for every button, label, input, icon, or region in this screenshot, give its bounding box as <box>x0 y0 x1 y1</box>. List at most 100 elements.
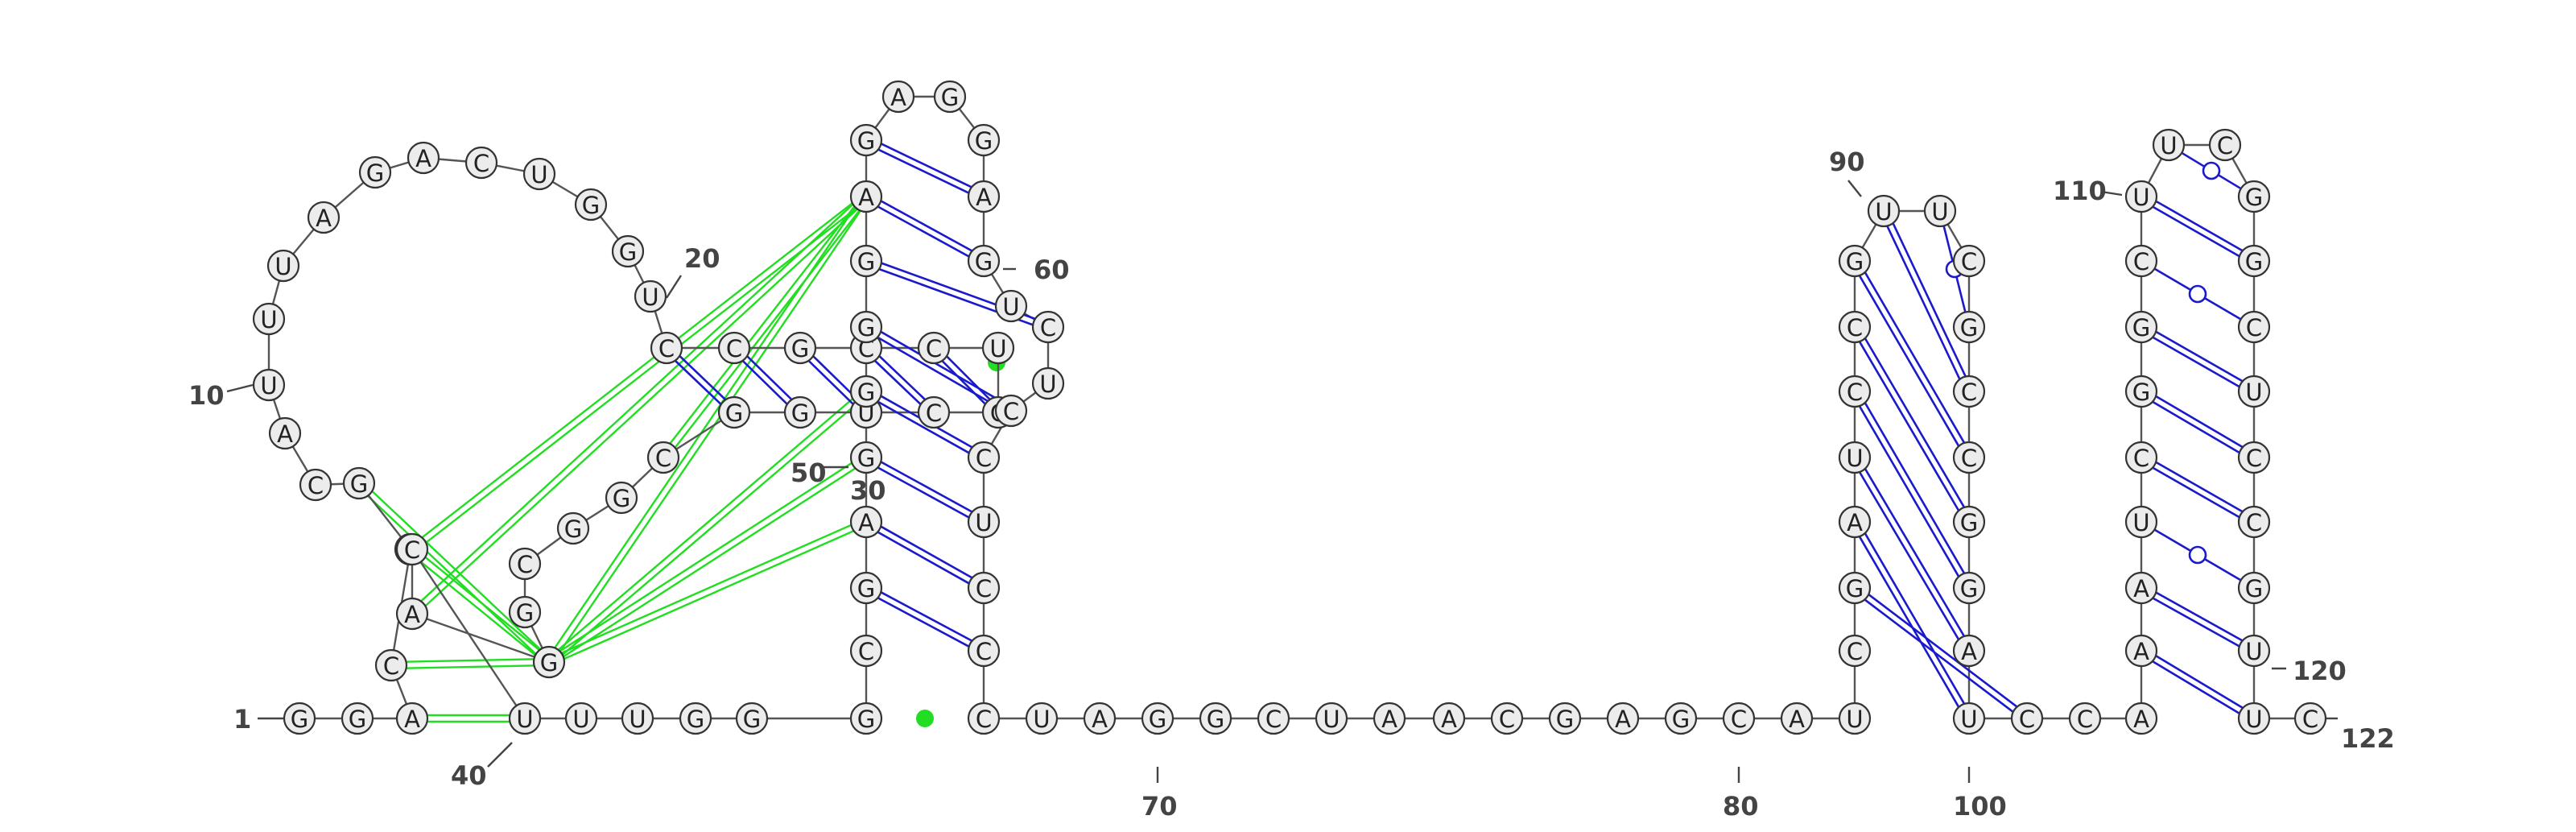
nucleotide: G <box>532 645 566 679</box>
wc-pair-line <box>881 591 972 642</box>
wc-pair-line <box>1864 402 1966 574</box>
tertiary-pair-line <box>407 551 548 666</box>
wc-pair-line <box>877 400 970 454</box>
nucleotide-base: G <box>743 706 761 733</box>
wc-pair-line <box>1864 271 1966 444</box>
nucleotide: C <box>1722 702 1756 735</box>
nucleotide: G <box>849 571 883 605</box>
nucleotide: G <box>735 702 769 735</box>
nucleotide: G <box>2237 571 2271 605</box>
nucleotide-base: C <box>1499 706 1515 733</box>
nucleotide-base: U <box>1875 198 1892 226</box>
nucleotide-circle <box>307 201 341 234</box>
wc-pair-line <box>2155 655 2244 709</box>
nucleotide: A <box>307 201 341 234</box>
nucleotide-circle <box>1315 702 1348 735</box>
nucleotide-circle <box>621 702 654 735</box>
nucleotide-circle <box>2208 128 2242 162</box>
nucleotide-circle <box>299 468 332 502</box>
nucleotide-base: A <box>2133 575 2149 602</box>
nucleotide-circle <box>374 648 408 682</box>
nucleotide: U <box>1838 702 1872 735</box>
nucleotide-circle <box>2237 375 2271 408</box>
nucleotide: C <box>1257 702 1290 735</box>
nucleotide-base: C <box>976 706 992 733</box>
nucleotide: G <box>717 395 751 429</box>
nucleotide-circle <box>1923 194 1957 228</box>
nucleotide: U <box>266 249 300 283</box>
nucleotide-circle <box>508 595 542 629</box>
nucleotide-base: A <box>1092 706 1108 733</box>
nucleotide: G <box>358 155 392 189</box>
wc-pair-line <box>2152 660 2240 714</box>
nucleotide: U <box>508 702 542 735</box>
nucleotide-circle <box>849 634 883 668</box>
nucleotide-circle <box>532 645 566 679</box>
nucleotide: G <box>556 511 590 545</box>
wc-pair-line <box>941 360 986 405</box>
nucleotide-base: C <box>655 445 671 472</box>
nucleotide-circle <box>2010 702 2044 735</box>
wc-pair-line <box>741 360 788 405</box>
nucleotide-base: C <box>2246 509 2262 536</box>
nucleotide: U <box>994 289 1028 323</box>
base-pair-layer <box>675 143 2244 714</box>
nucleotide-base: G <box>791 335 809 362</box>
nucleotide-circle <box>1952 505 1986 539</box>
nucleotide-base: U <box>530 161 547 188</box>
nucleotide-circle <box>967 505 1001 539</box>
wc-pair-line <box>1892 222 1967 377</box>
nucleotide: G <box>341 702 374 735</box>
nucleotide-base: G <box>857 248 875 275</box>
wc-pair-line <box>877 597 969 648</box>
nucleotide-base: G <box>1556 706 1574 733</box>
nucleotide-circle <box>1031 366 1065 400</box>
nucleotide-circle <box>1257 702 1290 735</box>
nucleotide-base: G <box>619 238 637 266</box>
tertiary-pair-line <box>547 453 865 660</box>
nucleotide-base: C <box>2302 706 2318 733</box>
nucleotide-base: G <box>1960 509 1978 536</box>
nucleotide-base: G <box>613 485 630 512</box>
nucleotide-circle <box>1952 702 1986 735</box>
nucleotide-circle <box>1952 634 1986 668</box>
nucleotide-circle <box>967 244 1001 278</box>
tertiary-pair-line <box>390 657 549 664</box>
nucleotide-circle <box>967 180 1001 213</box>
nucleotide-circle <box>2237 505 2271 539</box>
position-tick <box>665 275 683 299</box>
gu-pair-marker <box>2188 545 2207 565</box>
nucleotide: G <box>2237 180 2271 213</box>
nucleotide-base: C <box>1961 248 1977 275</box>
nucleotide-circle <box>849 505 883 539</box>
nucleotide-base: G <box>291 706 308 733</box>
position-number-label: 100 <box>1953 791 2007 822</box>
nucleotide-circle <box>1031 310 1065 344</box>
wc-pair-line <box>2153 597 2240 648</box>
nucleotide-circle <box>2237 244 2271 278</box>
nucleotide: A <box>395 597 429 631</box>
nucleotide-base: G <box>350 470 368 498</box>
nucleotide-circle <box>252 302 286 336</box>
position-number-label: 60 <box>1034 255 1070 285</box>
nucleotide: U <box>1838 441 1872 474</box>
position-number-label: 20 <box>684 243 720 274</box>
nucleotide-base: U <box>1039 370 1056 398</box>
nucleotide: C <box>917 395 951 429</box>
nucleotide: C <box>2068 702 2102 735</box>
nucleotide-circle <box>849 375 883 408</box>
nucleotide-circle <box>2124 505 2158 539</box>
nucleotide-circle <box>283 702 316 735</box>
nucleotide-base: U <box>629 706 646 733</box>
nucleotide-circle <box>967 441 1001 474</box>
nucleotide-base: A <box>976 184 992 211</box>
position-number-label: 1 <box>233 704 251 735</box>
nucleotide-circle <box>342 466 376 500</box>
nucleotide: C <box>967 634 1001 668</box>
position-number-label: 120 <box>2293 656 2347 686</box>
nucleotide-base: C <box>404 536 420 564</box>
backbone-segment <box>411 548 526 719</box>
wc-pair-line <box>1859 341 1960 511</box>
